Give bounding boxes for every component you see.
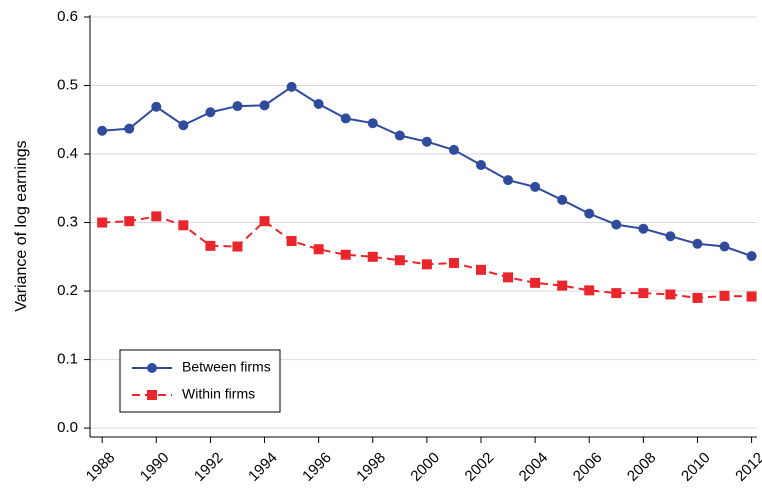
y-tick-label: 0.3 (57, 214, 78, 231)
x-tick-label: 2002 (462, 449, 498, 485)
marker (692, 238, 703, 249)
marker (448, 257, 459, 268)
legend-box (119, 349, 281, 413)
marker (476, 264, 486, 275)
legend-marker (147, 363, 157, 373)
y-tick-label: 0.1 (57, 351, 78, 368)
x-tick-label: 1998 (353, 449, 389, 485)
marker (313, 99, 324, 110)
legend-label: Within firms (182, 386, 255, 402)
marker (503, 272, 514, 283)
marker (530, 277, 541, 288)
marker (97, 125, 108, 136)
marker (394, 130, 405, 141)
marker (97, 217, 108, 228)
x-tick-label: 1996 (299, 449, 335, 485)
y-axis-label: Variance of log earnings (13, 140, 30, 311)
marker (259, 100, 270, 111)
marker (665, 231, 676, 242)
marker (557, 194, 568, 205)
marker (178, 120, 189, 131)
marker (151, 101, 162, 112)
y-tick-label: 0.4 (57, 145, 78, 162)
x-tick-label: 2006 (570, 449, 606, 485)
marker (746, 251, 757, 262)
x-tick-label: 2004 (516, 449, 552, 485)
y-tick-label: 0.2 (57, 282, 78, 299)
marker (178, 220, 189, 231)
series-line (102, 85, 752, 258)
legend-label: Between firms (182, 359, 271, 375)
x-tick-label: 1988 (83, 449, 119, 485)
x-tick-label: 1994 (245, 449, 281, 485)
legend-marker (147, 390, 157, 400)
marker (340, 113, 351, 124)
marker (421, 136, 432, 147)
marker (692, 292, 703, 303)
marker (124, 123, 135, 134)
marker (611, 219, 622, 230)
marker (611, 288, 622, 299)
marker (286, 81, 297, 92)
marker (340, 249, 351, 260)
marker (530, 181, 541, 192)
marker (584, 285, 595, 296)
marker (448, 144, 459, 155)
marker (367, 118, 378, 129)
marker (557, 280, 568, 291)
marker (367, 251, 378, 262)
marker (638, 288, 649, 299)
marker (232, 241, 243, 252)
x-tick-label: 2008 (624, 449, 660, 485)
marker (205, 107, 216, 118)
y-tick-label: 0.6 (57, 8, 78, 25)
marker (746, 291, 757, 302)
x-tick-label: 2012 (732, 449, 762, 485)
marker (259, 216, 270, 227)
marker (476, 159, 486, 170)
marker (124, 216, 135, 227)
marker (205, 240, 216, 251)
series-line (102, 215, 752, 299)
x-tick-label: 2010 (678, 449, 714, 485)
marker (503, 175, 514, 186)
marker (232, 101, 243, 112)
marker (719, 241, 730, 252)
marker (665, 289, 676, 300)
marker (151, 211, 162, 222)
marker (638, 223, 649, 234)
x-tick-label: 1990 (137, 449, 173, 485)
y-tick-label: 0.5 (57, 76, 78, 93)
x-tick-label: 1992 (191, 449, 227, 485)
legend: Between firms Within firms (119, 349, 281, 413)
marker (584, 208, 595, 219)
x-tick-label: 2000 (407, 449, 443, 485)
marker (394, 255, 405, 266)
marker (313, 244, 324, 255)
marker (719, 290, 730, 301)
y-tick-label: 0.0 (57, 419, 78, 436)
marker (286, 236, 297, 247)
marker (421, 259, 432, 270)
